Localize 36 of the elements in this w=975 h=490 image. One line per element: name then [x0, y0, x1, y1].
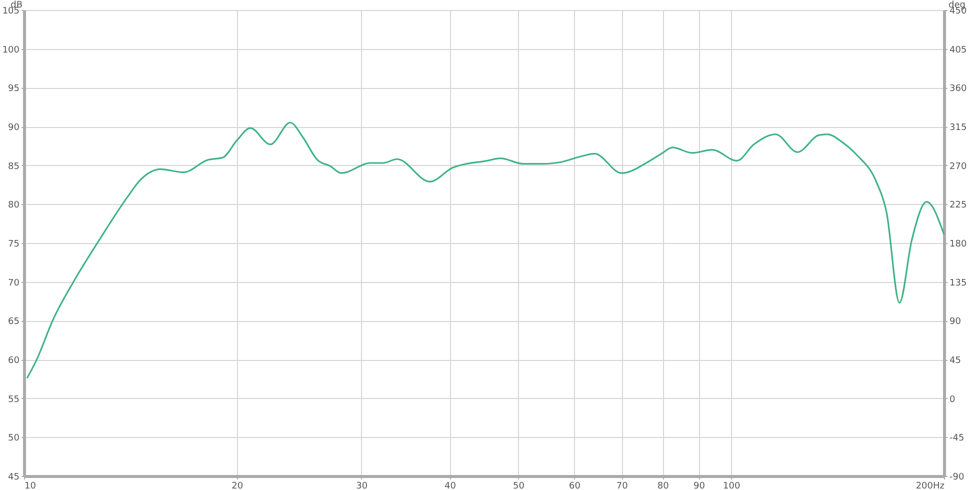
y-tick-label: 75: [8, 240, 20, 250]
x-tick-label: 10: [24, 482, 36, 490]
x-tick-label: 30: [356, 482, 368, 490]
x-tick-label: 60: [569, 482, 581, 490]
y2-tick-label: 315: [950, 123, 967, 133]
x-tick-label: 90: [694, 482, 706, 490]
y-tick-label: 60: [8, 356, 20, 366]
y2-tick-label: 90: [950, 317, 962, 328]
y-tick-label: 100: [2, 45, 20, 56]
y2-tick-label: 0: [950, 394, 956, 405]
x-tick-label: 40: [444, 482, 456, 490]
y2-tick-label: 180: [950, 240, 967, 250]
y-tick-label: 70: [8, 278, 20, 288]
y-tick-label: 80: [8, 200, 20, 211]
y-tick-label: 65: [8, 317, 20, 328]
x-tick-label: 20: [232, 482, 244, 490]
y-tick-label: 95: [8, 84, 20, 94]
x-tick-label: 200Hz: [916, 482, 945, 490]
x-tick-label: 80: [657, 482, 670, 490]
x-tick-label: 70: [616, 482, 628, 490]
y2-tick-label: -45: [950, 434, 964, 444]
y-tick-label: 45: [8, 472, 20, 482]
y-tick-label: 105: [2, 6, 20, 16]
y2-tick-label: 360: [950, 84, 967, 94]
x-tick-label: 50: [513, 482, 525, 490]
y2-tick-label: 405: [950, 45, 967, 56]
y-tick-label: 90: [8, 123, 20, 133]
y2-tick-label: -90: [950, 472, 964, 482]
y-tick-label: 85: [8, 162, 20, 172]
y2-tick-label: 45: [950, 356, 961, 366]
y-tick-label: 50: [8, 434, 20, 444]
y2-tick-label: 225: [950, 200, 967, 211]
x-tick-label: 100: [723, 482, 740, 490]
y-tick-label: 55: [8, 394, 20, 405]
y2-tick-label: 270: [950, 162, 967, 172]
y2-tick-label: 135: [950, 278, 967, 288]
